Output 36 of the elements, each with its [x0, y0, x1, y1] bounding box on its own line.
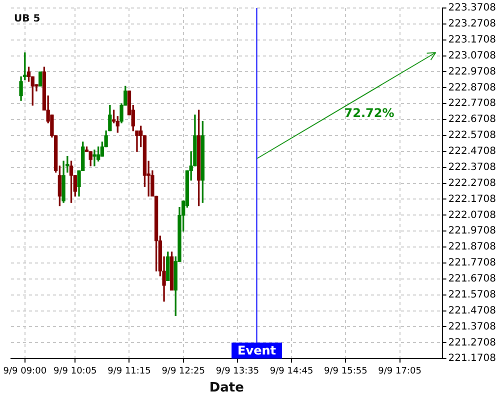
y-tick-label: 223.0708 [448, 50, 496, 62]
y-tick-label: 221.6708 [448, 274, 496, 285]
y-tick-label: 221.9708 [448, 226, 496, 237]
y-tick-label: 221.5708 [448, 289, 496, 300]
x-axis-title: Date [209, 380, 244, 396]
y-tick-label: 222.3708 [448, 162, 496, 173]
y-tick-label: 222.4708 [448, 146, 496, 158]
x-tick-label: 9/9 15:55 [324, 366, 368, 376]
y-tick-label: 221.1708 [448, 353, 496, 364]
y-tick-label: 223.1708 [448, 34, 496, 46]
y-tick-label: 222.1708 [448, 194, 496, 205]
y-tick-label: 221.2708 [448, 337, 496, 348]
y-tick-label: 221.4708 [448, 305, 496, 316]
text: UB 5 [14, 14, 40, 25]
y-tick-label: 222.9708 [448, 66, 496, 78]
x-tick-label: 9/9 13:35 [216, 366, 260, 376]
annotation: 72.72% [344, 106, 394, 120]
y-tick-label: 222.0708 [448, 210, 496, 221]
y-tick-label: 222.7708 [448, 98, 496, 110]
y-tick-label: 221.7708 [448, 258, 496, 269]
x-tick-label: 9/9 09:00 [3, 366, 47, 376]
y-tick-label: 222.6708 [448, 114, 496, 126]
x-tick-label: 9/9 11:15 [108, 366, 151, 376]
x-tick-label: 9/9 14:45 [270, 366, 314, 376]
y-tick-label: 223.3708 [448, 2, 496, 14]
x-tick-label: 9/9 12:25 [162, 366, 205, 376]
x-tick-label: 9/9 17:05 [378, 366, 422, 376]
candlestick [92, 150, 96, 166]
y-tick-label: 221.3708 [448, 321, 496, 332]
x-tick-label: 9/9 10:05 [53, 366, 97, 376]
y-tick-label: 222.5708 [448, 130, 496, 142]
y-tick-label: 222.2708 [448, 178, 496, 189]
y-tick-label: 222.8708 [448, 82, 496, 94]
ref-line-label: Event [238, 344, 276, 358]
y-tick-label: 223.2708 [448, 18, 496, 30]
y-tick-label: 221.8708 [448, 242, 496, 253]
